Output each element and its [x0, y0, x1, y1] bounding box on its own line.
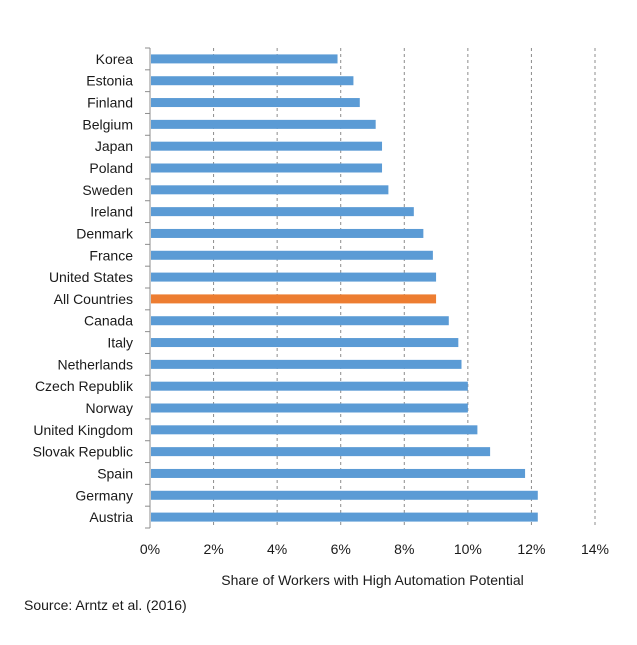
- bar-netherlands: [151, 359, 462, 369]
- category-label: Norway: [86, 400, 133, 416]
- category-label: Ireland: [90, 204, 133, 220]
- category-label: Japan: [95, 138, 133, 154]
- category-label: Finland: [87, 95, 133, 111]
- bar-finland: [151, 98, 360, 108]
- category-label: Poland: [89, 160, 133, 176]
- bar-italy: [151, 338, 459, 348]
- category-label: Slovak Republic: [33, 444, 133, 460]
- x-tick-label: 12%: [517, 541, 545, 557]
- bar-norway: [151, 403, 468, 413]
- bar-czech-republik: [151, 381, 468, 391]
- category-label: Belgium: [82, 116, 133, 132]
- bar-austria: [151, 512, 538, 522]
- x-tick-label: 10%: [454, 541, 482, 557]
- bar-germany: [151, 490, 538, 500]
- bar-japan: [151, 141, 383, 151]
- bar-denmark: [151, 228, 424, 238]
- bar-korea: [151, 54, 338, 64]
- category-label: United States: [49, 269, 133, 285]
- bar-united-kingdom: [151, 425, 478, 435]
- category-label: Austria: [89, 509, 133, 525]
- category-label: Denmark: [76, 225, 134, 241]
- x-tick-label: 4%: [267, 541, 287, 557]
- category-label: Canada: [84, 313, 133, 329]
- category-label: France: [89, 247, 133, 263]
- chart-area: Korea Estonia Finland Belgium Japan Poland Swe…: [33, 47, 609, 588]
- category-label: Korea: [96, 51, 134, 67]
- category-label: Estonia: [86, 73, 133, 89]
- bar-all-countries: [151, 294, 437, 304]
- bar-belgium: [151, 119, 376, 129]
- bar-france: [151, 250, 433, 260]
- bar-slovak-republic: [151, 447, 491, 457]
- category-label: United Kingdom: [33, 422, 133, 438]
- x-tick-label: 6%: [331, 541, 351, 557]
- x-tick-label: 2%: [203, 541, 223, 557]
- bar-chart: Korea Estonia Finland Belgium Japan Poland Swe…: [33, 47, 609, 588]
- x-tick-label: 14%: [581, 541, 609, 557]
- category-label: Germany: [75, 487, 133, 503]
- category-label: Sweden: [82, 182, 133, 198]
- bar-canada: [151, 316, 449, 326]
- category-label: Netherlands: [58, 356, 134, 372]
- bar-ireland: [151, 207, 414, 217]
- category-label: Spain: [97, 465, 133, 481]
- bar-spain: [151, 468, 526, 478]
- bar-estonia: [151, 76, 354, 86]
- bar-united-states: [151, 272, 437, 282]
- x-tick-label: 8%: [394, 541, 414, 557]
- source-note: Source: Arntz et al. (2016): [24, 597, 187, 613]
- category-label: Czech Republik: [35, 378, 134, 394]
- x-tick-label: 0%: [140, 541, 160, 557]
- bar-sweden: [151, 185, 389, 195]
- category-label: Italy: [107, 335, 133, 351]
- x-axis-title: Share of Workers with High Automation Po…: [221, 572, 523, 588]
- bar-poland: [151, 163, 383, 173]
- category-label: All Countries: [54, 291, 133, 307]
